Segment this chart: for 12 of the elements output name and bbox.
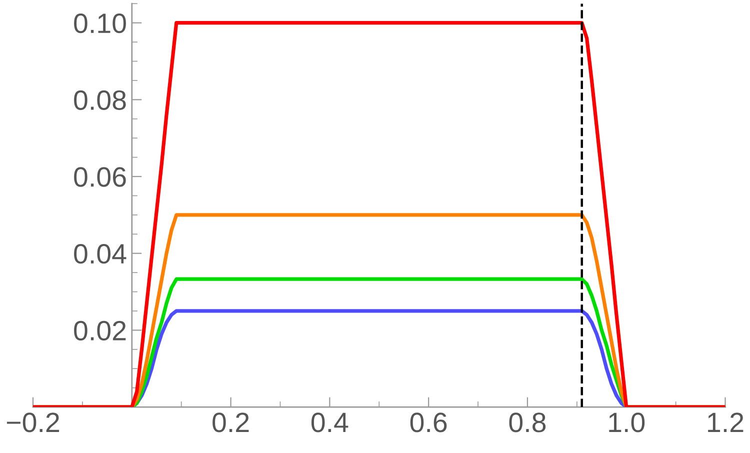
y-tick-label: 0.04	[74, 244, 126, 264]
y-tick-label: 0.02	[74, 320, 126, 341]
x-tick-label: 0.6	[410, 412, 447, 432]
x-tick-label: 1.2	[708, 412, 744, 432]
x-tick-label: 0.8	[509, 412, 546, 432]
x-tick-label: 1.0	[609, 412, 645, 432]
x-tick-label: 0.4	[311, 412, 348, 432]
x-tick-label: 0.2	[212, 412, 249, 432]
y-tick-label: 0.08	[74, 90, 126, 110]
y-tick-label: 0.06	[74, 167, 126, 187]
y-tick-label: 0.10	[74, 14, 126, 34]
x-tick-label: −0.2	[6, 412, 60, 432]
